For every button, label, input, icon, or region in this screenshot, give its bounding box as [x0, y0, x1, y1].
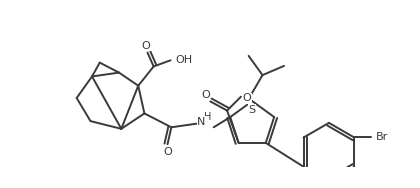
Text: N: N [197, 117, 205, 127]
Text: H: H [204, 112, 211, 122]
Text: S: S [249, 105, 256, 114]
Text: O: O [163, 147, 172, 157]
Text: OH: OH [175, 55, 192, 65]
Text: O: O [142, 41, 150, 51]
Text: O: O [243, 93, 252, 103]
Text: Br: Br [376, 133, 388, 143]
Text: O: O [201, 90, 210, 100]
